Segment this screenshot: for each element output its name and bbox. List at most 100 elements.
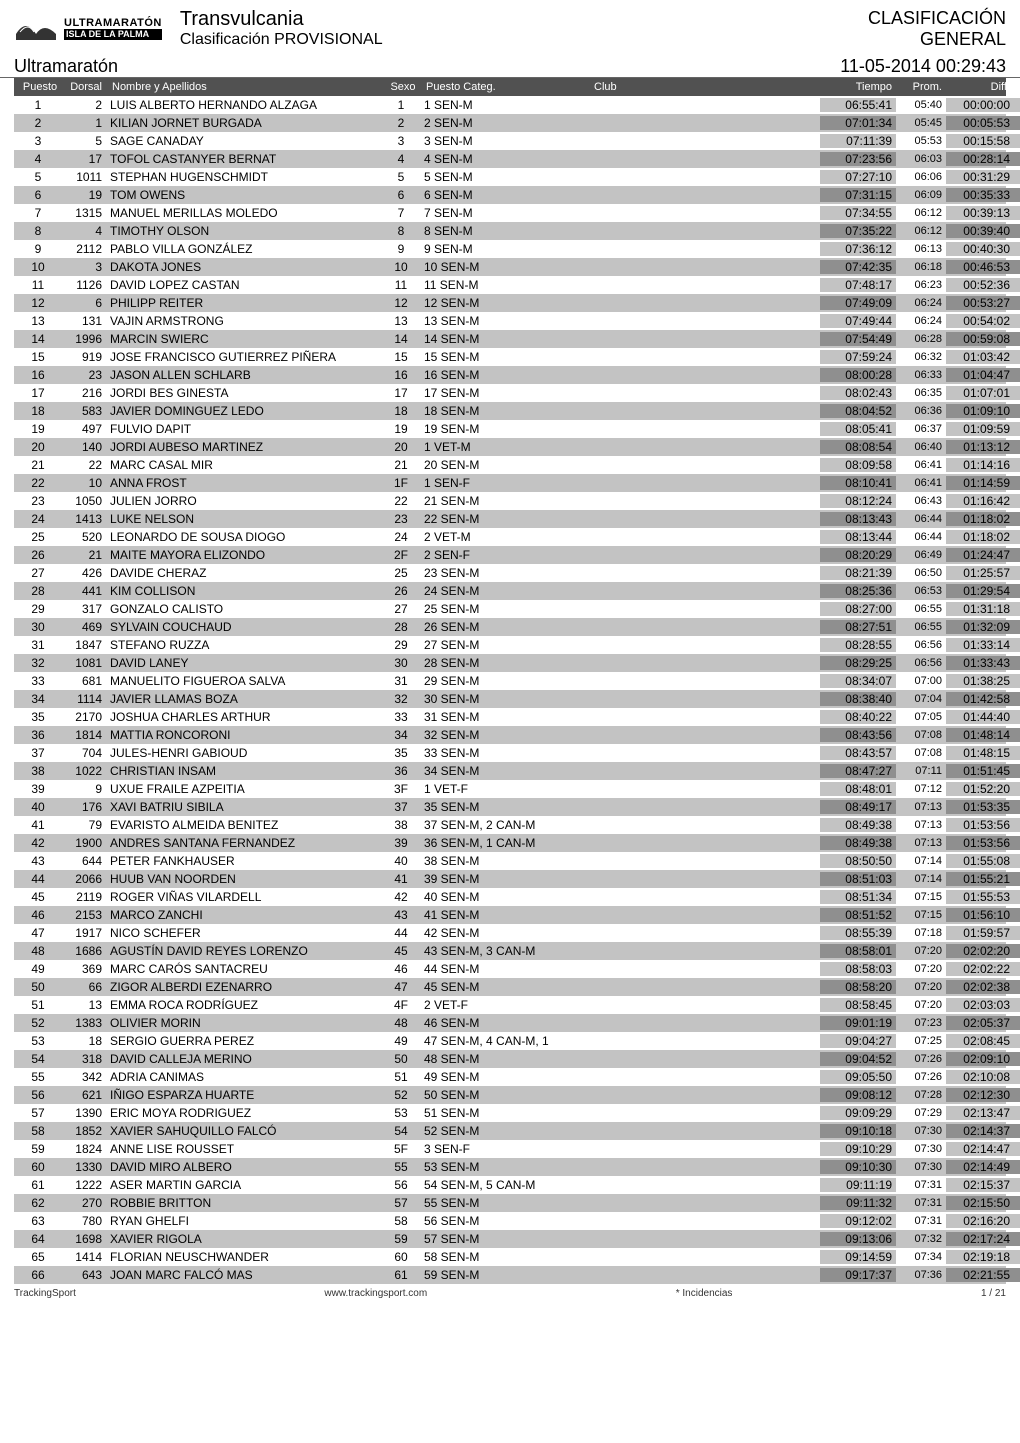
- cell-tiempo: 08:34:07: [820, 674, 896, 688]
- cell-sexo: 43: [380, 908, 422, 922]
- cell-nombre: ANNE LISE ROUSSET: [108, 1142, 380, 1156]
- cell-puesto: 19: [14, 422, 62, 436]
- cell-sexo: 5F: [380, 1142, 422, 1156]
- cell-diff: 02:14:49: [946, 1160, 1020, 1174]
- table-row: 2621MAITE MAYORA ELIZONDO2F2 SEN-F08:20:…: [14, 546, 1006, 564]
- cell-sexo: 9: [380, 242, 422, 256]
- cell-diff: 02:21:55: [946, 1268, 1020, 1282]
- cell-categ: 2 SEN-F: [422, 548, 590, 562]
- cell-prom: 07:18: [896, 927, 946, 939]
- cell-dorsal: 2153: [62, 908, 108, 922]
- cell-prom: 06:41: [896, 459, 946, 471]
- cell-nombre: SAGE CANADAY: [108, 134, 380, 148]
- col-diff: Diff.: [946, 81, 1020, 93]
- cell-nombre: AGUSTÍN DAVID REYES LORENZO: [108, 944, 380, 958]
- cell-nombre: JASON ALLEN SCHLARB: [108, 368, 380, 382]
- cell-nombre: IÑIGO ESPARZA HUARTE: [108, 1088, 380, 1102]
- cell-dorsal: 13: [62, 998, 108, 1012]
- cell-dorsal: 10: [62, 476, 108, 490]
- cell-dorsal: 2066: [62, 872, 108, 886]
- cell-puesto: 1: [14, 98, 62, 112]
- cell-categ: 24 SEN-M: [422, 584, 590, 598]
- cell-dorsal: 1126: [62, 278, 108, 292]
- cell-prom: 06:18: [896, 261, 946, 273]
- cell-tiempo: 08:25:36: [820, 584, 896, 598]
- cell-sexo: 1F: [380, 476, 422, 490]
- cell-dorsal: 1390: [62, 1106, 108, 1120]
- cell-puesto: 10: [14, 260, 62, 274]
- cell-tiempo: 08:28:55: [820, 638, 896, 652]
- cell-nombre: KILIAN JORNET BURGADA: [108, 116, 380, 130]
- cell-categ: 7 SEN-M: [422, 206, 590, 220]
- cell-categ: 23 SEN-M: [422, 566, 590, 580]
- cell-sexo: 49: [380, 1034, 422, 1048]
- cell-sexo: 5: [380, 170, 422, 184]
- cell-categ: 47 SEN-M, 4 CAN-M, 1: [422, 1034, 590, 1048]
- cell-prom: 06:24: [896, 315, 946, 327]
- cell-puesto: 57: [14, 1106, 62, 1120]
- table-row: 84TIMOTHY OLSON88 SEN-M07:35:2206:1200:3…: [14, 222, 1006, 240]
- cell-sexo: 3: [380, 134, 422, 148]
- cell-diff: 00:52:36: [946, 278, 1020, 292]
- cell-prom: 07:31: [896, 1197, 946, 1209]
- cell-puesto: 54: [14, 1052, 62, 1066]
- cell-diff: 01:32:09: [946, 620, 1020, 634]
- cell-prom: 07:26: [896, 1053, 946, 1065]
- cell-categ: 29 SEN-M: [422, 674, 590, 688]
- cell-prom: 07:12: [896, 783, 946, 795]
- cell-puesto: 17: [14, 386, 62, 400]
- cell-tiempo: 08:55:39: [820, 926, 896, 940]
- cell-prom: 07:04: [896, 693, 946, 705]
- cell-nombre: CHRISTIAN INSAM: [108, 764, 380, 778]
- cell-diff: 00:00:00: [946, 98, 1020, 112]
- cell-diff: 01:56:10: [946, 908, 1020, 922]
- cell-tiempo: 08:13:43: [820, 512, 896, 526]
- cell-puesto: 8: [14, 224, 62, 238]
- cell-prom: 07:15: [896, 891, 946, 903]
- cell-puesto: 44: [14, 872, 62, 886]
- cell-sexo: 37: [380, 800, 422, 814]
- cell-nombre: DAVID LOPEZ CASTAN: [108, 278, 380, 292]
- cell-nombre: ANDRES SANTANA FERNANDEZ: [108, 836, 380, 850]
- cell-sexo: 12: [380, 296, 422, 310]
- cell-tiempo: 09:10:29: [820, 1142, 896, 1156]
- cell-puesto: 23: [14, 494, 62, 508]
- cell-dorsal: 19: [62, 188, 108, 202]
- cell-prom: 07:00: [896, 675, 946, 687]
- cell-diff: 02:02:20: [946, 944, 1020, 958]
- cell-diff: 01:44:40: [946, 710, 1020, 724]
- cell-prom: 06:36: [896, 405, 946, 417]
- cell-tiempo: 09:05:50: [820, 1070, 896, 1084]
- cell-categ: 25 SEN-M: [422, 602, 590, 616]
- event-title: Transvulcania: [180, 8, 383, 31]
- cell-nombre: MARC CARÓS SANTACREU: [108, 962, 380, 976]
- cell-diff: 00:53:27: [946, 296, 1020, 310]
- cell-puesto: 26: [14, 548, 62, 562]
- cell-prom: 07:13: [896, 819, 946, 831]
- page-footer: TrackingSport www.trackingsport.com * In…: [0, 1284, 1020, 1303]
- cell-puesto: 2: [14, 116, 62, 130]
- cell-categ: 10 SEN-M: [422, 260, 590, 274]
- cell-puesto: 61: [14, 1178, 62, 1192]
- cell-nombre: HUUB VAN NOORDEN: [108, 872, 380, 886]
- cell-diff: 01:09:59: [946, 422, 1020, 436]
- section-name: Ultramaratón: [14, 56, 118, 77]
- cell-diff: 01:13:12: [946, 440, 1020, 454]
- table-row: 462153MARCO ZANCHI4341 SEN-M08:51:5207:1…: [14, 906, 1006, 924]
- col-sexo: Sexo: [380, 81, 422, 93]
- cell-categ: 41 SEN-M: [422, 908, 590, 922]
- cell-prom: 06:40: [896, 441, 946, 453]
- cell-nombre: MARCO ZANCHI: [108, 908, 380, 922]
- cell-categ: 50 SEN-M: [422, 1088, 590, 1102]
- cell-sexo: 48: [380, 1016, 422, 1030]
- logo-text: ULTRAMARATÓN ISLA DE LA PALMA: [64, 18, 162, 40]
- cell-diff: 01:16:42: [946, 494, 1020, 508]
- footer-page: 1 / 21: [981, 1288, 1006, 1299]
- cell-sexo: 25: [380, 566, 422, 580]
- cell-prom: 06:12: [896, 225, 946, 237]
- cell-tiempo: 07:31:15: [820, 188, 896, 202]
- cell-puesto: 49: [14, 962, 62, 976]
- cell-sexo: 20: [380, 440, 422, 454]
- cell-diff: 01:53:56: [946, 818, 1020, 832]
- cell-nombre: MARC CASAL MIR: [108, 458, 380, 472]
